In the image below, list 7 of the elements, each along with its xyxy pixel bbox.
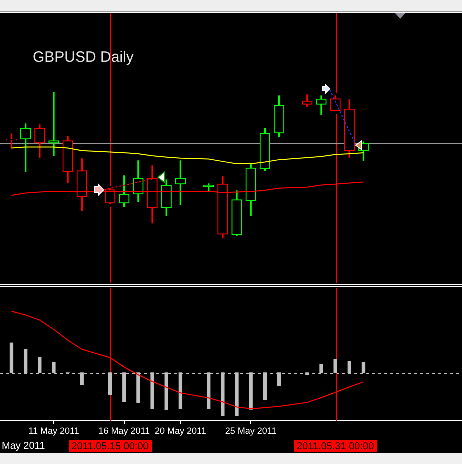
x-tick-label: 16 May 2011	[98, 426, 150, 436]
x-tick-label: 20 May 2011	[155, 426, 206, 436]
ref-line-label: 2011.05.15 00:00	[72, 441, 150, 452]
ref-line-label: 2011.05.31 00:00	[297, 441, 375, 452]
x-tick-label: 11 May 2011	[28, 426, 80, 436]
x-tick-label: 25 May 2011	[225, 426, 277, 436]
text: May 2011	[2, 440, 46, 452]
